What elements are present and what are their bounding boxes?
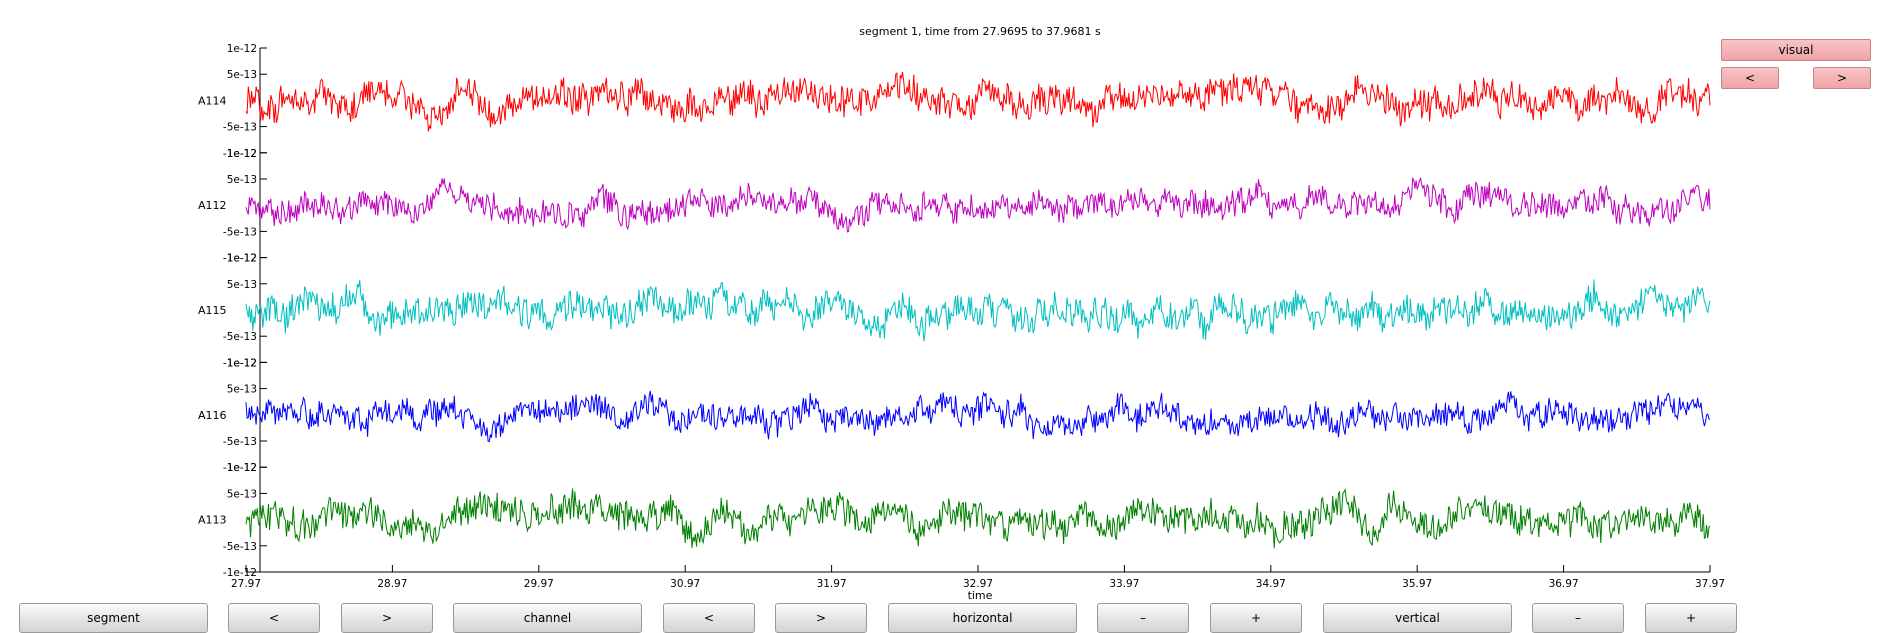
- y-tick-label: -5e-13: [223, 226, 257, 238]
- y-tick-label: -5e-13: [223, 331, 257, 343]
- y-tick-label: 5e-13: [227, 488, 257, 500]
- segment-prev-button[interactable]: <: [228, 603, 320, 633]
- y-tick-label: 1e-12: [227, 253, 257, 265]
- x-tick-label: 29.97: [524, 578, 554, 590]
- segment-button[interactable]: segment: [19, 603, 208, 633]
- y-tick-label: 1e-12: [227, 148, 257, 160]
- y-tick-label: 5e-13: [227, 174, 257, 186]
- visual-button[interactable]: visual: [1721, 39, 1871, 61]
- horizontal-zoom-out-button[interactable]: –: [1097, 603, 1189, 633]
- y-tick-label: -1e-12: [223, 253, 257, 265]
- trace-a113: [245, 488, 1711, 549]
- trace-a116: [245, 390, 1711, 443]
- x-tick-label: 28.97: [377, 578, 407, 590]
- y-tick-label: -5e-13: [223, 541, 257, 553]
- x-tick-label: 35.97: [1402, 578, 1432, 590]
- vertical-zoom-out-button[interactable]: –: [1532, 603, 1624, 633]
- vertical-button[interactable]: vertical: [1323, 603, 1512, 633]
- y-tick-label: 5e-13: [227, 69, 257, 81]
- horizontal-button[interactable]: horizontal: [888, 603, 1077, 633]
- channel-label-a115: A115: [198, 304, 227, 317]
- trace-a115: [245, 279, 1711, 342]
- x-tick-label: 33.97: [1109, 578, 1139, 590]
- x-axis-label: time: [968, 589, 993, 602]
- trace-a114: [245, 71, 1711, 132]
- plot-title: segment 1, time from 27.9695 to 37.9681 …: [859, 25, 1101, 38]
- y-tick-label: -1e-12: [223, 357, 257, 369]
- x-tick-label: 32.97: [963, 578, 993, 590]
- y-tick-label: -5e-13: [223, 436, 257, 448]
- visual-prev-button[interactable]: <: [1721, 67, 1779, 89]
- segment-next-button[interactable]: >: [341, 603, 433, 633]
- channel-label-a113: A113: [198, 514, 227, 527]
- x-tick-label: 30.97: [670, 578, 700, 590]
- y-tick-label: 1e-12: [227, 357, 257, 369]
- horizontal-zoom-in-button[interactable]: +: [1210, 603, 1302, 633]
- y-tick-label: -1e-12: [223, 462, 257, 474]
- channel-next-button[interactable]: >: [775, 603, 867, 633]
- x-tick-label: 37.97: [1695, 578, 1725, 590]
- y-tick-label: 1e-12: [227, 462, 257, 474]
- trace-a112: [245, 177, 1711, 233]
- channel-label-a112: A112: [198, 199, 227, 212]
- channel-button[interactable]: channel: [453, 603, 642, 633]
- y-tick-label: -1e-12: [223, 567, 257, 579]
- y-tick-label: 5e-13: [227, 279, 257, 291]
- x-tick-label: 34.97: [1256, 578, 1286, 590]
- visual-next-button[interactable]: >: [1813, 67, 1871, 89]
- y-tick-label: -5e-13: [223, 122, 257, 134]
- x-tick-label: 27.97: [231, 578, 261, 590]
- x-tick-label: 36.97: [1549, 578, 1579, 590]
- y-tick-label: 5e-13: [227, 384, 257, 396]
- x-tick-label: 31.97: [817, 578, 847, 590]
- channel-label-a114: A114: [198, 94, 227, 107]
- channel-label-a116: A116: [198, 409, 227, 422]
- y-tick-label: 1e-12: [227, 43, 257, 55]
- vertical-zoom-in-button[interactable]: +: [1645, 603, 1737, 633]
- channel-prev-button[interactable]: <: [663, 603, 755, 633]
- y-tick-label: -1e-12: [223, 148, 257, 160]
